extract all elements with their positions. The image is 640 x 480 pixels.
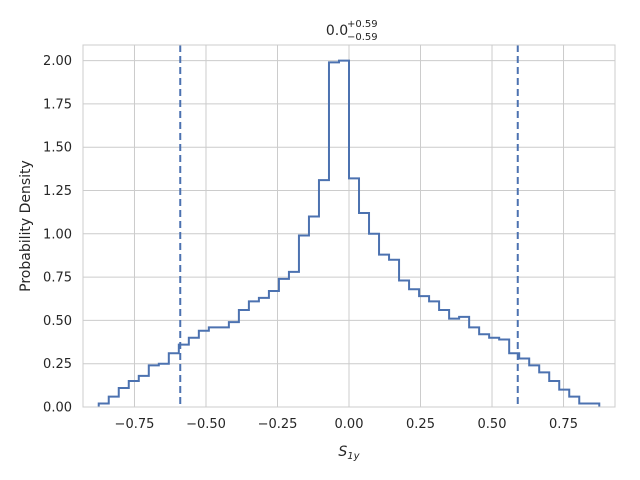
x-tick-labels: −0.75 −0.50 −0.25 0.00 0.25 0.50 0.75 <box>115 417 578 432</box>
x-axis-label-subscript: 1y <box>347 451 360 462</box>
y-tick-labels: 0.00 0.25 0.50 0.75 1.00 1.25 1.50 1.75 2.00 <box>43 54 72 415</box>
x-axis-label-main: S <box>338 444 347 460</box>
y-tick-label: 2.00 <box>43 54 72 69</box>
x-tick-label: −0.75 <box>115 417 155 432</box>
title-lower-error: −0.59 <box>347 32 378 43</box>
y-tick-label: 1.25 <box>43 184 72 199</box>
chart-title: 0.0 <box>326 23 348 39</box>
x-axis-label: S1y <box>338 444 360 462</box>
histogram-series <box>97 59 601 407</box>
histogram-step-line <box>97 59 601 407</box>
x-tick-label: −0.50 <box>186 417 226 432</box>
x-tick-label: −0.25 <box>258 417 298 432</box>
x-tick-label: 0.25 <box>406 417 435 432</box>
credible-interval-lines <box>179 45 519 407</box>
y-tick-label: 0.00 <box>43 401 72 416</box>
y-tick-label: 1.50 <box>43 141 72 156</box>
y-tick-label: 0.25 <box>43 357 72 372</box>
plot-frame <box>82 44 616 408</box>
x-tick-label: 0.50 <box>478 417 507 432</box>
y-tick-label: 1.00 <box>43 227 72 242</box>
y-tick-label: 0.75 <box>43 271 72 286</box>
y-axis-label: Probability Density <box>18 160 34 292</box>
y-tick-label: 1.75 <box>43 97 72 112</box>
title-value: 0.0 <box>326 23 348 39</box>
title-upper-error: +0.59 <box>347 19 378 30</box>
x-tick-label: 0.75 <box>549 417 578 432</box>
x-tick-label: 0.00 <box>335 417 364 432</box>
y-tick-label: 0.50 <box>43 314 72 329</box>
